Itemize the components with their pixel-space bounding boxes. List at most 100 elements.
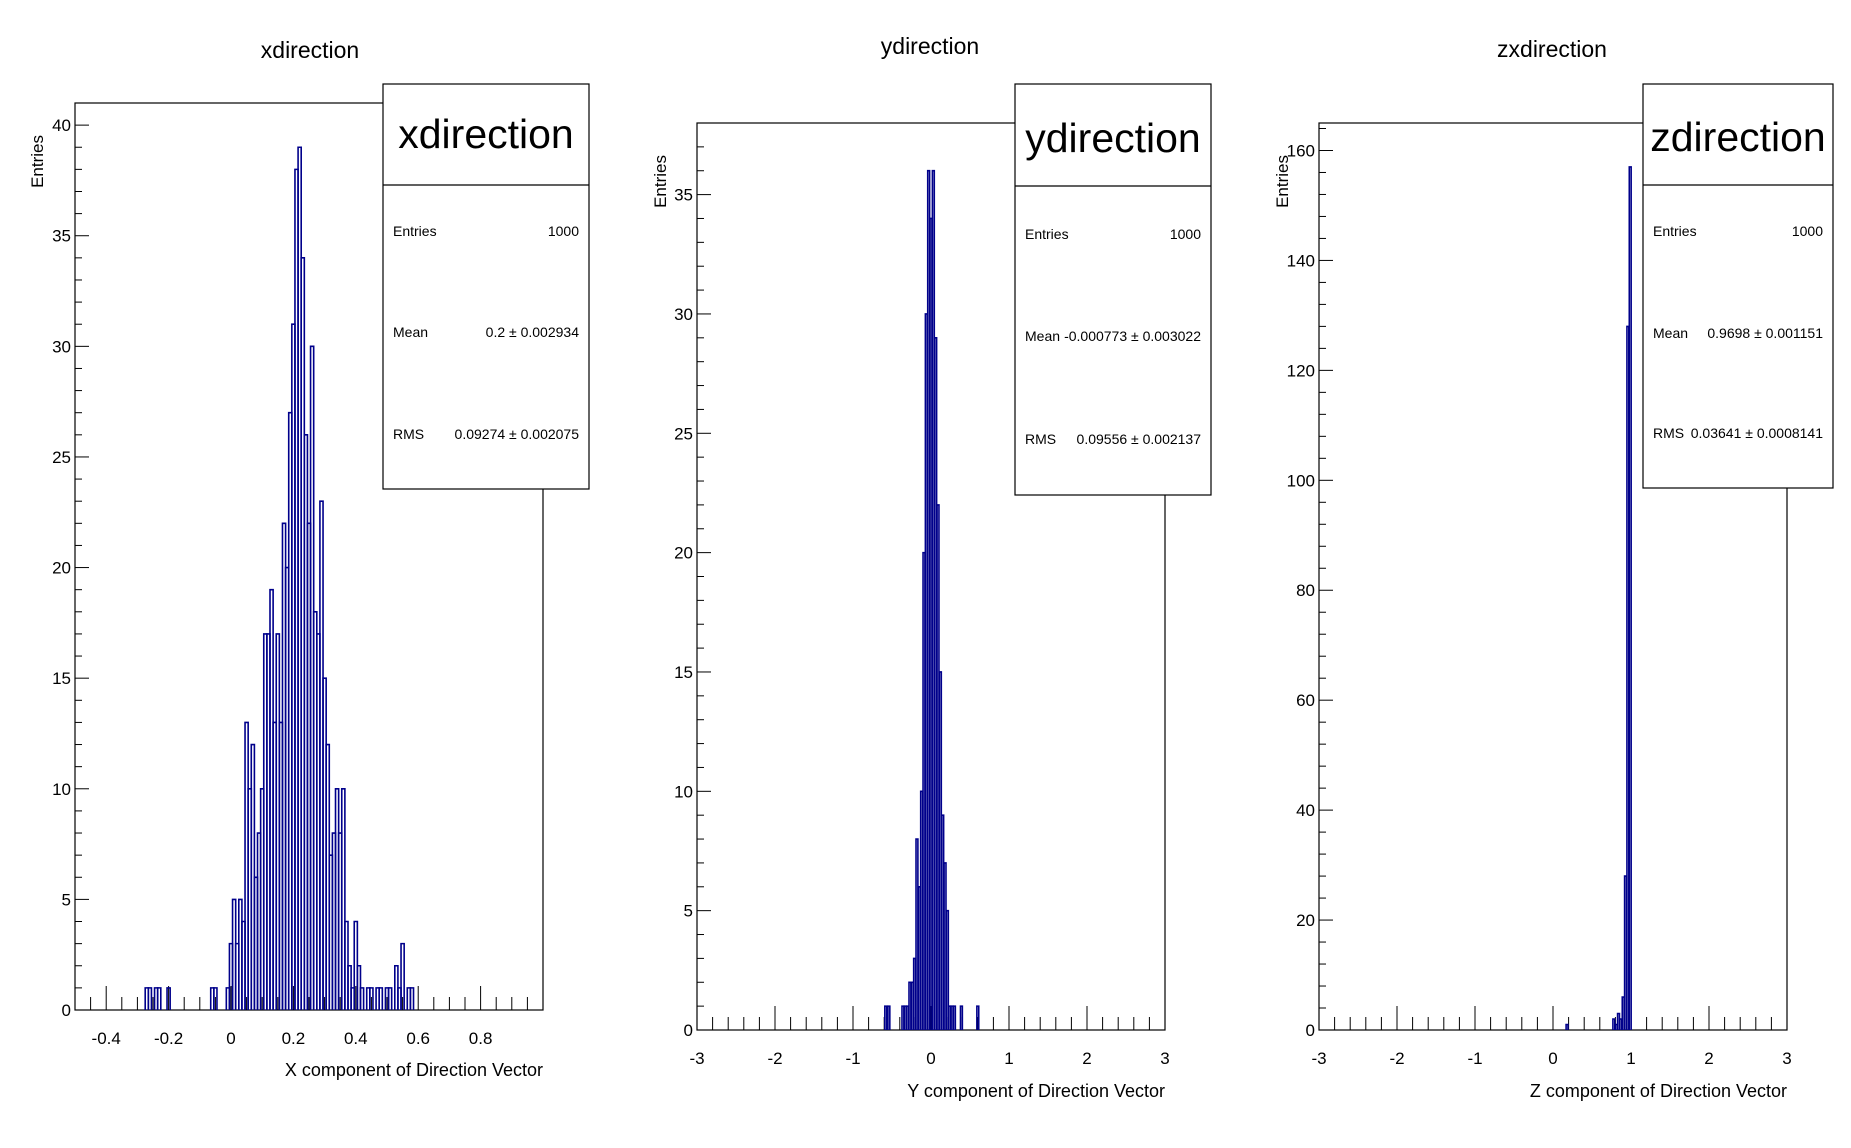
histogram-bin	[884, 1005, 888, 1030]
stats-value: 0.2 ± 0.002934	[486, 324, 580, 340]
x-tick-label: -1	[845, 1049, 860, 1068]
histogram-bin	[387, 987, 393, 1010]
x-tick-label: 0	[1548, 1049, 1557, 1068]
y-tick-label: 5	[62, 890, 71, 909]
x-tick-label: -2	[767, 1049, 782, 1068]
stats-label: Mean	[1653, 325, 1688, 341]
x-tick-label: 0.2	[282, 1029, 306, 1048]
stats-box	[1642, 83, 1834, 489]
x-tick-label: -3	[689, 1049, 704, 1068]
histogram-bin	[156, 987, 162, 1010]
stats-title: xdirection	[398, 111, 573, 157]
x-tick-label: 0	[926, 1049, 935, 1068]
x-tick-label: -0.4	[92, 1029, 121, 1048]
y-tick-label: 15	[52, 669, 71, 688]
y-axis-label: Entries	[28, 135, 47, 188]
y-tick-label: 25	[52, 448, 71, 467]
stats-label: Mean	[393, 324, 428, 340]
stats-value: 1000	[548, 223, 579, 239]
y-tick-label: 140	[1287, 251, 1315, 270]
x-tick-label: 1	[1626, 1049, 1635, 1068]
x-tick-label: 0.6	[406, 1029, 430, 1048]
histogram-bin	[976, 1005, 980, 1030]
x-tick-label: -1	[1467, 1049, 1482, 1068]
y-tick-label: 15	[674, 663, 693, 682]
stats-box	[1014, 83, 1212, 496]
histogram-bin	[147, 987, 153, 1010]
stats-label: Entries	[393, 223, 437, 239]
x-tick-label: 0	[226, 1029, 235, 1048]
stats-value: -0.000773 ± 0.003022	[1064, 328, 1201, 344]
y-tick-label: 80	[1296, 581, 1315, 600]
y-tick-label: 100	[1287, 471, 1315, 490]
histogram-panel: zxdirection -3 -2 -1 0 1 2 3 0 20 40 60 80 100 120 140 1…	[1273, 36, 1834, 1101]
y-tick-label: 0	[62, 1001, 71, 1020]
stats-title: ydirection	[1025, 115, 1200, 161]
chart-title: ydirection	[881, 33, 979, 59]
stats-title: zdirection	[1650, 114, 1825, 160]
histogram-bin	[1565, 1023, 1569, 1030]
x-tick-label: 0.8	[469, 1029, 493, 1048]
x-tick-label: 1	[1004, 1049, 1013, 1068]
y-tick-label: 30	[674, 305, 693, 324]
stats-label: RMS	[1025, 431, 1056, 447]
y-tick-label: 60	[1296, 691, 1315, 710]
histogram-bin	[1628, 166, 1632, 1030]
histogram-bin	[952, 1005, 957, 1030]
y-tick-label: 20	[1296, 911, 1315, 930]
x-tick-label: -0.2	[154, 1029, 183, 1048]
histogram-bin	[945, 909, 950, 1030]
stats-label: Entries	[1653, 223, 1697, 239]
y-tick-label: 0	[684, 1021, 693, 1040]
y-axis-label: Entries	[1273, 155, 1292, 208]
y-tick-label: 10	[52, 780, 71, 799]
x-tick-label: 0.4	[344, 1029, 368, 1048]
y-tick-label: 35	[674, 186, 693, 205]
stats-value: 0.9698 ± 0.001151	[1707, 325, 1823, 341]
histogram-bin	[409, 987, 415, 1010]
y-tick-label: 20	[674, 544, 693, 563]
y-tick-label: 25	[674, 424, 693, 443]
histogram-bin	[400, 942, 405, 1010]
stats-box	[382, 83, 590, 490]
y-tick-label: 5	[684, 902, 693, 921]
stats-value: 0.03641 ± 0.0008141	[1691, 425, 1823, 441]
histogram-bin	[359, 987, 365, 1010]
y-tick-label: 160	[1287, 141, 1315, 160]
x-tick-label: -2	[1389, 1049, 1404, 1068]
x-tick-label: 3	[1782, 1049, 1791, 1068]
stats-value: 0.09274 ± 0.002075	[455, 426, 580, 442]
histogram-bin	[887, 1005, 891, 1030]
stats-label: RMS	[393, 426, 424, 442]
y-tick-label: 30	[52, 337, 71, 356]
y-tick-label: 35	[52, 227, 71, 246]
y-tick-label: 20	[52, 559, 71, 578]
stats-value: 0.09556 ± 0.002137	[1077, 431, 1202, 447]
y-tick-label: 0	[1306, 1021, 1315, 1040]
x-tick-label: 2	[1082, 1049, 1091, 1068]
histogram-bin	[213, 987, 218, 1010]
histogram-bin	[340, 787, 346, 1010]
x-tick-label: 2	[1704, 1049, 1713, 1068]
stats-value: 1000	[1170, 226, 1201, 242]
histogram-bin	[369, 987, 374, 1010]
stats-label: Entries	[1025, 226, 1069, 242]
x-axis-label: Z component of Direction Vector	[1530, 1081, 1787, 1101]
histogram-bin	[166, 987, 171, 1010]
x-axis-label: X component of Direction Vector	[285, 1060, 543, 1080]
y-tick-label: 40	[52, 116, 71, 135]
x-tick-label: -3	[1311, 1049, 1326, 1068]
y-tick-label: 10	[674, 782, 693, 801]
y-tick-label: 120	[1287, 361, 1315, 380]
histogram-bin	[378, 987, 384, 1010]
chart-title: xdirection	[261, 37, 359, 63]
x-axis-label: Y component of Direction Vector	[907, 1081, 1165, 1101]
stats-value: 1000	[1792, 223, 1823, 239]
chart-title: zxdirection	[1497, 36, 1607, 62]
stats-label: Mean	[1025, 328, 1060, 344]
histogram-panel: xdirection -0.4 -0.2 0 0.2 0.4 0.6 0.8 0 5 10 15 20 2…	[28, 37, 590, 1080]
y-tick-label: 40	[1296, 801, 1315, 820]
x-tick-label: 3	[1160, 1049, 1169, 1068]
